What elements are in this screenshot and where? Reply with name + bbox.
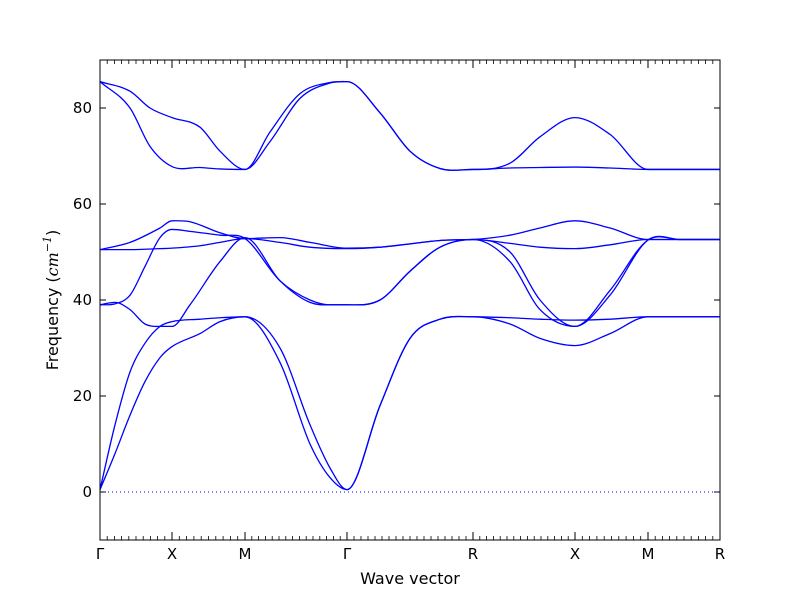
dispersion-branch-2 [99, 315, 720, 491]
x-tick-label: M [239, 545, 252, 563]
x-axis-label: Wave vector [360, 569, 460, 588]
y-tick-label: 60 [73, 195, 92, 213]
dispersion-branches [99, 80, 720, 491]
x-tick-label: Γ [343, 545, 352, 563]
x-tick-label: M [642, 545, 655, 563]
x-tick-label: Γ [96, 545, 105, 563]
dispersion-branch-8 [99, 80, 720, 171]
y-tick-label: 0 [82, 483, 92, 501]
dispersion-branch-6 [99, 220, 720, 251]
plot-frame [99, 59, 721, 541]
tick-labels: 0 20 40 60 80 Γ X M Γ R X M R [73, 99, 725, 563]
y-axis-label-text: Frequency [43, 288, 62, 371]
y-axis-label-open-paren: ( [43, 276, 62, 282]
x-tick-label: X [570, 545, 580, 563]
x-tick-label: X [167, 545, 177, 563]
dispersion-branch-4 [99, 228, 720, 328]
x-tick-label: R [468, 545, 478, 563]
y-axis-label: Frequency (cm−1) [41, 230, 62, 371]
y-tick-label: 80 [73, 99, 92, 117]
x-tick-label: R [715, 545, 725, 563]
y-axis-label-close-paren: ) [43, 230, 62, 236]
dispersion-branch-1 [99, 315, 720, 491]
axis-ticks [99, 60, 721, 540]
y-tick-label: 20 [73, 387, 92, 405]
y-tick-label: 40 [73, 291, 92, 309]
y-axis-label-unit: cm [43, 252, 62, 276]
y-axis-label-unit-exp: −1 [41, 236, 54, 252]
